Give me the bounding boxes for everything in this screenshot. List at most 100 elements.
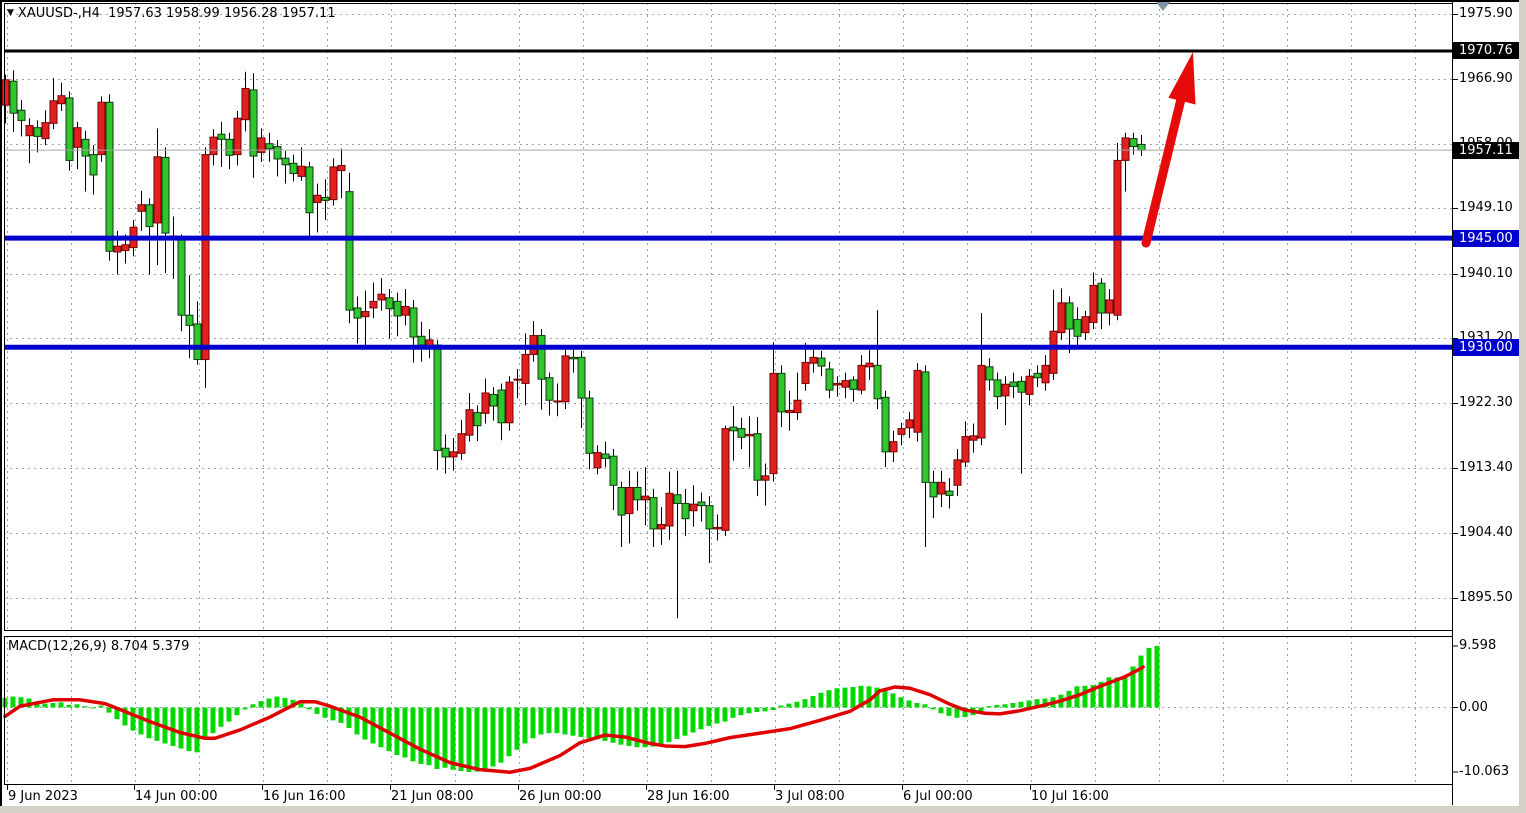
- candle-body: [721, 428, 730, 531]
- macd-histogram-bar: [482, 707, 488, 770]
- candle-body: [25, 125, 34, 137]
- candle-body: [553, 400, 562, 403]
- candle-body: [73, 127, 82, 148]
- macd-histogram-bar: [866, 686, 872, 708]
- candle-body: [697, 501, 706, 507]
- macd-histogram-bar: [466, 707, 472, 772]
- macd-histogram-bar: [362, 707, 368, 740]
- macd-histogram-bar: [50, 703, 56, 708]
- macd-histogram-bar: [922, 704, 928, 708]
- candle-body: [1121, 137, 1130, 161]
- candle-body: [369, 300, 378, 309]
- macd-histogram-bar: [834, 688, 840, 708]
- price-panel-border: [4, 3, 1453, 631]
- candle-body: [193, 323, 202, 361]
- time-tick-label: 6 Jul 00:00: [903, 789, 973, 804]
- macd-histogram-bar: [818, 692, 824, 708]
- macd-histogram-bar: [794, 701, 800, 708]
- macd-histogram-bar: [858, 685, 864, 708]
- price-label-box: 1930.00: [1453, 338, 1521, 356]
- macd-histogram-bar: [562, 707, 568, 735]
- candle-body: [1017, 380, 1026, 393]
- candle-body: [1049, 330, 1058, 374]
- trend-arrow-head[interactable]: [1168, 52, 1196, 105]
- candle-body: [97, 101, 106, 156]
- candle-body: [161, 156, 170, 234]
- candle-body: [185, 314, 194, 326]
- candle-body: [209, 136, 218, 156]
- macd-histogram-bar: [330, 707, 336, 721]
- candle-body: [873, 364, 882, 400]
- candle-body: [225, 138, 234, 156]
- candle-body: [305, 166, 314, 214]
- macd-histogram-bar: [738, 707, 744, 716]
- candle-body: [113, 245, 122, 253]
- candle-body: [1057, 302, 1066, 334]
- candle-body: [561, 355, 570, 403]
- macd-histogram-bar: [914, 703, 920, 708]
- price-tick-label: 1949.10: [1459, 200, 1513, 216]
- macd-histogram-bar: [1002, 704, 1008, 708]
- candle-body: [769, 372, 778, 475]
- candle-body: [1065, 302, 1074, 330]
- macd-histogram-bar: [450, 707, 456, 770]
- candle-body: [321, 196, 330, 201]
- candle-body: [513, 378, 522, 381]
- macd-histogram-bar: [530, 707, 536, 739]
- macd-histogram-bar: [130, 707, 136, 731]
- candle-body: [1105, 299, 1114, 314]
- macd-histogram-bar: [202, 707, 208, 740]
- macd-histogram-bar: [938, 707, 944, 714]
- macd-histogram-bar: [698, 707, 704, 730]
- price-tick-label: 1975.90: [1459, 5, 1513, 21]
- macd-histogram-bar: [10, 696, 16, 708]
- macd-histogram-bar: [850, 686, 856, 708]
- macd-histogram-bar: [762, 707, 768, 712]
- candle-body: [449, 451, 458, 458]
- candle-body: [1025, 375, 1034, 395]
- candle-body: [57, 95, 66, 105]
- chart-title: ▼ XAUUSD-,H4 1957.63 1958.99 1956.28 1957…: [7, 6, 336, 21]
- candle-body: [121, 244, 130, 252]
- trend-arrow-shaft[interactable]: [1141, 90, 1187, 248]
- candle-body: [665, 492, 674, 527]
- macd-histogram-bar: [282, 697, 288, 708]
- candle-body: [233, 117, 242, 156]
- candle-body: [401, 305, 410, 316]
- macd-histogram-bar: [666, 707, 672, 743]
- candle-body: [777, 372, 786, 413]
- candle-body: [49, 100, 58, 124]
- macd-histogram-bar: [514, 707, 520, 750]
- macd-histogram-bar: [546, 707, 552, 734]
- macd-histogram-bar: [58, 702, 64, 708]
- macd-histogram-bar: [946, 707, 952, 716]
- macd-histogram-bar: [802, 699, 808, 708]
- candle-body: [545, 377, 554, 401]
- macd-histogram-bar: [722, 707, 728, 722]
- macd-histogram-bar: [138, 707, 144, 735]
- symbol-dropdown-icon[interactable]: ▼: [7, 8, 14, 18]
- candle-body: [137, 204, 146, 212]
- time-tick-label: 16 Jun 16:00: [263, 789, 346, 804]
- macd-histogram-bar: [314, 707, 320, 714]
- macd-histogram-bar: [258, 701, 264, 708]
- macd-histogram-bar: [778, 705, 784, 708]
- candle-body: [273, 146, 282, 160]
- candle-body: [313, 194, 322, 204]
- macd-histogram-bar: [930, 707, 936, 710]
- candle-body: [593, 452, 602, 469]
- candle-body: [217, 133, 226, 140]
- candle-body: [145, 204, 154, 228]
- candle-body: [817, 357, 826, 367]
- candle-body: [849, 379, 858, 390]
- macd-histogram-bar: [178, 707, 184, 749]
- candle-body: [465, 409, 474, 436]
- macd-histogram-bar: [338, 707, 344, 723]
- macd-histogram-bar: [706, 707, 712, 727]
- candle-body: [105, 101, 114, 252]
- macd-histogram-bar: [658, 707, 664, 745]
- macd-histogram-bar: [442, 707, 448, 768]
- macd-histogram-bar: [1010, 703, 1016, 708]
